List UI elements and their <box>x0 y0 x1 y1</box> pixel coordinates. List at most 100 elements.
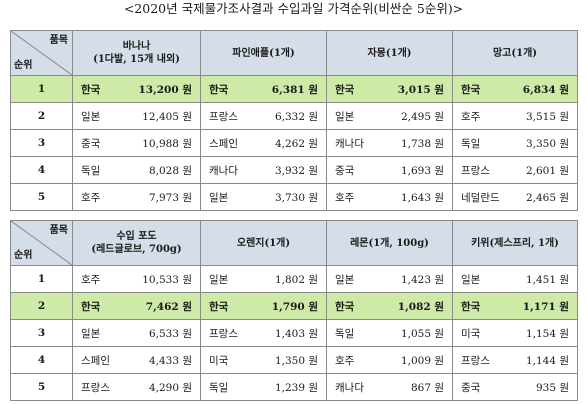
price-cell: 호주 3,515 원 <box>452 102 578 130</box>
price-value: 1,144 원 <box>525 354 569 367</box>
country-name: 한국 <box>461 83 481 96</box>
table-row: 5 프랑스 4,290 원 독일 1,239 원 캐나다 867 원 중국 935 원 <box>10 373 578 401</box>
price-cell: 미국 1,350 원 <box>200 346 327 374</box>
corner-label-item: 품목 <box>49 225 68 236</box>
price-value: 10,533 원 <box>142 273 192 286</box>
country-name: 일본 <box>81 327 101 340</box>
rank-number: 5 <box>10 373 73 401</box>
price-cell: 캐나다 3,932 원 <box>200 156 327 184</box>
table-row: 3 일본 6,533 원 프랑스 1,403 원 독일 1,055 원 미국 1,154 원 <box>10 319 578 347</box>
price-value: 2,601 원 <box>525 164 569 177</box>
price-cell: 미국 1,154 원 <box>452 319 578 347</box>
country-name: 호주 <box>81 273 101 286</box>
price-cell: 호주 1,643 원 <box>326 183 453 211</box>
price-cell: 중국 935 원 <box>452 373 578 401</box>
column-header-name: 키위(제스프리, 1개) <box>471 237 559 249</box>
price-cell: 일본 1,451 원 <box>452 265 578 293</box>
column-header-name: 파인애플(1개) <box>232 47 295 59</box>
country-name: 독일 <box>81 164 101 177</box>
price-table-1: 품목 순위 바나나 (1다발, 15개 내외) 파인애플(1개) 자몽(1개) 망고(1개)… <box>10 30 578 211</box>
header-row: 품목 순위 수입 포도 (레드글로브, 700g) 오렌지(1개) 레몬(1개, 100g… <box>10 220 578 266</box>
price-cell: 독일 8,028 원 <box>72 156 201 184</box>
country-name: 캐나다 <box>209 164 238 177</box>
price-cell: 한국 7,462 원 <box>72 292 201 320</box>
table-row: 4 스페인 4,433 원 미국 1,350 원 호주 1,009 원 프랑스 1,144 원 <box>10 346 578 374</box>
column-header-unit: (1다발, 15개 내외) <box>93 54 180 65</box>
price-value: 1,403 원 <box>274 327 318 340</box>
price-value: 1,738 원 <box>400 137 444 150</box>
price-cell: 일본 6,533 원 <box>72 319 201 347</box>
price-cell: 프랑스 1,144 원 <box>452 346 578 374</box>
price-value: 1,790 원 <box>271 300 318 313</box>
country-name: 일본 <box>335 273 355 286</box>
document-title: <2020년 국제물가조사결과 수입과일 가격순위(비싼순 5순위)> <box>123 1 464 16</box>
country-name: 일본 <box>335 110 355 123</box>
price-value: 1,154 원 <box>525 327 569 340</box>
price-table-2: 품목 순위 수입 포도 (레드글로브, 700g) 오렌지(1개) 레몬(1개, 100g… <box>10 220 578 401</box>
price-value: 7,973 원 <box>148 191 192 204</box>
price-cell: 스페인 4,433 원 <box>72 346 201 374</box>
price-value: 1,350 원 <box>274 354 318 367</box>
country-name: 프랑스 <box>461 354 490 367</box>
price-value: 10,988 원 <box>142 137 192 150</box>
price-value: 1,009 원 <box>400 354 444 367</box>
table-row-korea-highlight: 2 한국 7,462 원 한국 1,790 원 한국 1,082 원 한국 1,171 원 <box>10 292 578 320</box>
country-name: 호주 <box>461 110 481 123</box>
rank-number: 1 <box>10 265 73 293</box>
column-header: 키위(제스프리, 1개) <box>452 220 578 266</box>
price-value: 1,082 원 <box>397 300 444 313</box>
price-value: 6,332 원 <box>274 110 318 123</box>
price-value: 1,451 원 <box>525 273 569 286</box>
country-name: 스페인 <box>209 137 238 150</box>
header-corner-cell: 품목 순위 <box>10 30 73 76</box>
price-value: 1,693 원 <box>400 164 444 177</box>
price-value: 12,405 원 <box>142 110 192 123</box>
price-value: 8,028 원 <box>148 164 192 177</box>
table-row: 4 독일 8,028 원 캐나다 3,932 원 중국 1,693 원 프랑스 2,601 원 <box>10 156 578 184</box>
price-cell: 독일 1,239 원 <box>200 373 327 401</box>
column-header: 수입 포도 (레드글로브, 700g) <box>72 220 201 266</box>
price-cell: 한국 6,381 원 <box>200 75 327 103</box>
country-name: 독일 <box>461 137 481 150</box>
country-name: 한국 <box>209 83 229 96</box>
price-value: 1,055 원 <box>400 327 444 340</box>
price-cell: 프랑스 4,290 원 <box>72 373 201 401</box>
price-value: 3,515 원 <box>525 110 569 123</box>
country-name: 중국 <box>461 381 481 394</box>
price-value: 6,834 원 <box>522 83 569 96</box>
price-value: 1,802 원 <box>274 273 318 286</box>
price-cell: 중국 10,988 원 <box>72 129 201 157</box>
price-cell: 일본 1,802 원 <box>200 265 327 293</box>
price-cell: 캐나다 867 원 <box>326 373 453 401</box>
country-name: 스페인 <box>81 354 110 367</box>
country-name: 한국 <box>461 300 481 313</box>
country-name: 호주 <box>335 354 355 367</box>
country-name: 프랑스 <box>81 381 110 394</box>
rank-number: 1 <box>10 75 73 103</box>
country-name: 한국 <box>209 300 229 313</box>
price-cell: 한국 1,171 원 <box>452 292 578 320</box>
price-value: 2,495 원 <box>400 110 444 123</box>
rank-number: 2 <box>10 102 73 130</box>
price-value: 6,381 원 <box>271 83 318 96</box>
country-name: 한국 <box>81 83 101 96</box>
price-value: 935 원 <box>535 381 569 394</box>
price-cell: 일본 2,495 원 <box>326 102 453 130</box>
column-header-unit: (레드글로브, 700g) <box>91 244 182 255</box>
column-header-name: 바나나 <box>122 41 151 52</box>
price-value: 2,465 원 <box>525 191 569 204</box>
country-name: 미국 <box>209 354 229 367</box>
column-header-name: 자몽(1개) <box>367 47 412 59</box>
price-cell: 호주 7,973 원 <box>72 183 201 211</box>
diagonal-line-icon <box>11 31 72 75</box>
price-value: 6,533 원 <box>148 327 192 340</box>
price-value: 4,290 원 <box>148 381 192 394</box>
header-row: 품목 순위 바나나 (1다발, 15개 내외) 파인애플(1개) 자몽(1개) 망고(1개) <box>10 30 578 76</box>
price-cell: 독일 1,055 원 <box>326 319 453 347</box>
column-header-name: 망고(1개) <box>492 47 538 59</box>
country-name: 일본 <box>461 273 481 286</box>
price-cell: 일본 3,730 원 <box>200 183 327 211</box>
price-value: 4,262 원 <box>274 137 318 150</box>
price-value: 1,423 원 <box>400 273 444 286</box>
price-cell: 한국 1,790 원 <box>200 292 327 320</box>
